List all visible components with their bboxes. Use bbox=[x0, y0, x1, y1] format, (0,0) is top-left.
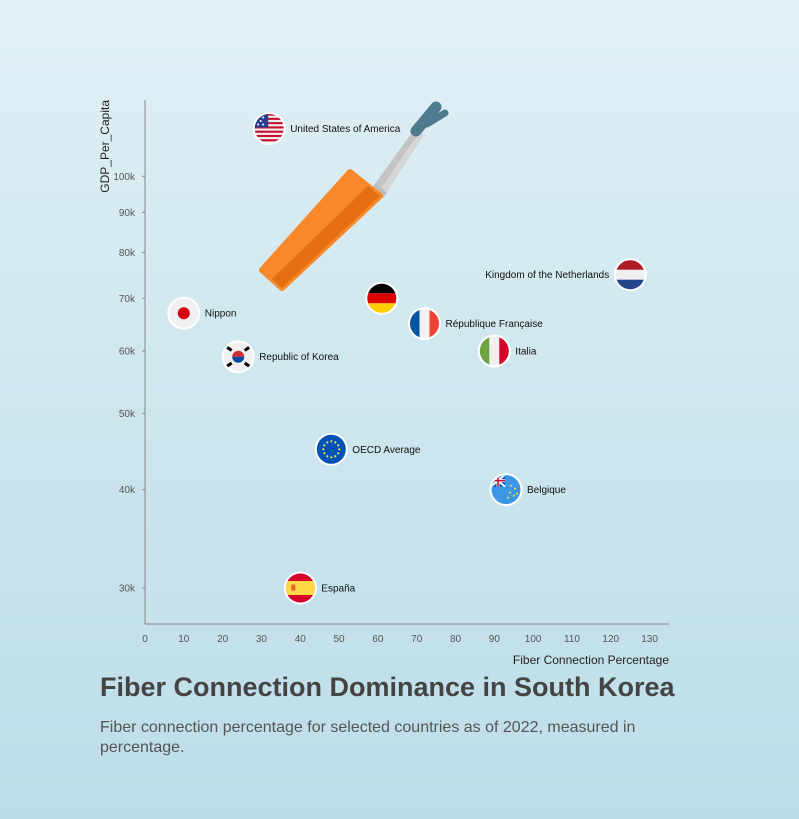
france-flag-icon bbox=[410, 309, 439, 339]
spain-flag-icon bbox=[285, 573, 315, 603]
data-point: Italia bbox=[477, 334, 537, 368]
eu-flag-icon bbox=[316, 434, 346, 464]
data-point bbox=[365, 281, 399, 315]
x-tick-label: 80 bbox=[450, 634, 462, 645]
korea-flag-icon bbox=[223, 342, 253, 372]
x-tick-label: 50 bbox=[334, 634, 346, 645]
data-point: Nippon bbox=[167, 296, 237, 330]
x-tick-label: 100 bbox=[525, 634, 542, 645]
chart-subtitle: Fiber connection percentage for selected… bbox=[100, 719, 636, 756]
x-tick-label: 40 bbox=[295, 634, 307, 645]
x-axis-title: Fiber Connection Percentage bbox=[513, 653, 669, 667]
japan-flag-icon bbox=[169, 298, 199, 328]
x-tick-label: 110 bbox=[564, 634, 580, 645]
y-tick-label: 50k bbox=[119, 409, 136, 420]
italy-flag-icon bbox=[479, 336, 509, 366]
point-label: España bbox=[321, 584, 355, 595]
netherlands-flag-icon bbox=[615, 260, 645, 290]
point-label: Kingdom of the Netherlands bbox=[485, 270, 609, 281]
x-tick-label: 30 bbox=[256, 634, 268, 645]
data-point: Belgique bbox=[489, 473, 566, 507]
y-axis-title: GDP_Per_Capita bbox=[98, 100, 112, 193]
data-point: République Française bbox=[408, 307, 544, 341]
y-tick-label: 100k bbox=[113, 172, 136, 183]
chart-title: Fiber Connection Dominance in South Kore… bbox=[100, 672, 675, 702]
y-tick-label: 90k bbox=[119, 208, 136, 219]
usa-flag-icon bbox=[254, 114, 284, 143]
x-tick-label: 120 bbox=[602, 634, 619, 645]
point-label: République Française bbox=[446, 319, 544, 330]
tuvalu-flag-icon bbox=[491, 475, 521, 505]
point-label: United States of America bbox=[290, 124, 400, 135]
data-point: Republic of Korea bbox=[221, 340, 339, 374]
point-label: Belgique bbox=[527, 485, 566, 496]
y-tick-label: 70k bbox=[119, 294, 136, 305]
data-point: Kingdom of the Netherlands bbox=[485, 258, 647, 292]
x-tick-label: 90 bbox=[489, 634, 501, 645]
x-tick-label: 0 bbox=[142, 634, 148, 645]
x-tick-label: 130 bbox=[641, 634, 658, 645]
x-tick-label: 20 bbox=[217, 634, 229, 645]
point-label: Italia bbox=[515, 347, 537, 358]
fiber-cable-stripper-icon bbox=[259, 101, 449, 291]
point-label: Nippon bbox=[205, 309, 237, 320]
data-point: OECD Average bbox=[314, 432, 421, 466]
y-tick-label: 80k bbox=[119, 248, 136, 259]
y-tick-label: 60k bbox=[119, 346, 136, 357]
data-point: España bbox=[283, 571, 356, 605]
point-label: Republic of Korea bbox=[259, 352, 339, 363]
y-tick-label: 30k bbox=[119, 583, 136, 594]
point-label: OECD Average bbox=[352, 445, 421, 456]
x-tick-label: 10 bbox=[178, 634, 190, 645]
y-tick-label: 40k bbox=[119, 485, 136, 496]
data-point: United States of America bbox=[252, 112, 401, 145]
germany-flag-icon bbox=[367, 283, 397, 313]
x-tick-label: 70 bbox=[411, 634, 423, 645]
x-tick-label: 60 bbox=[372, 634, 384, 645]
